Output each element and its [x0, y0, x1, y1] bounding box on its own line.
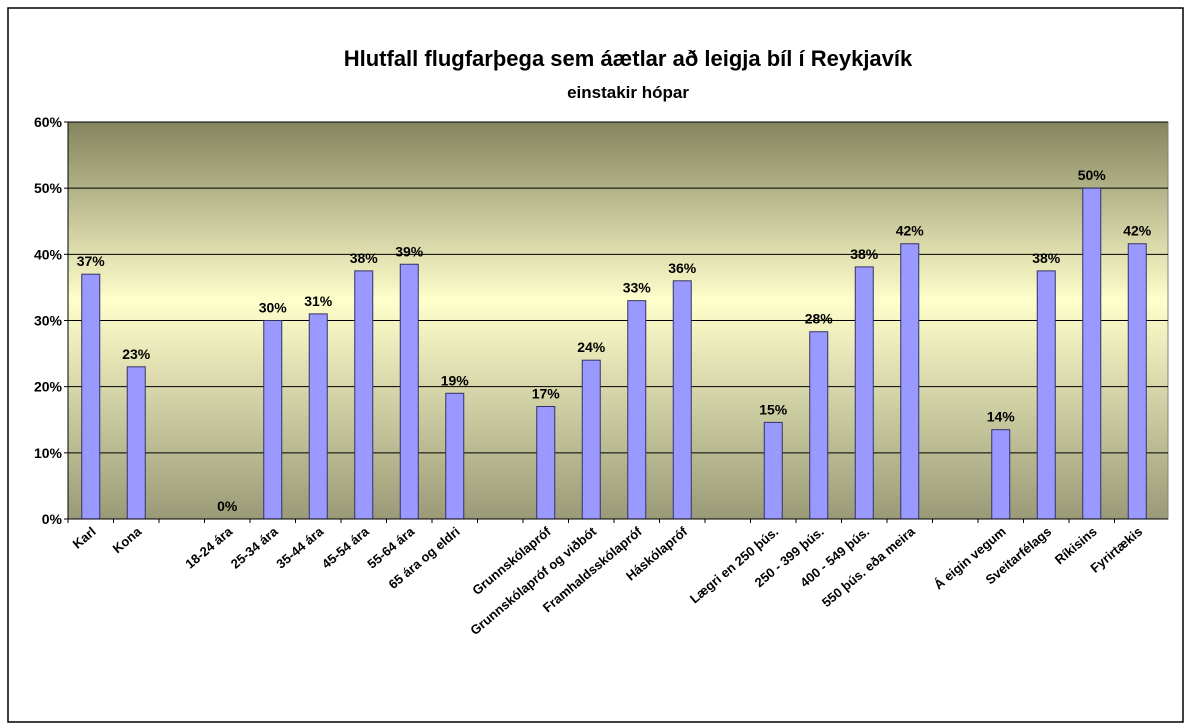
bar: [536, 406, 556, 520]
bar: [991, 429, 1011, 520]
value-label: 33%: [623, 280, 652, 296]
value-label: 37%: [77, 253, 106, 269]
value-label: 24%: [577, 339, 606, 355]
y-tick-label: 20%: [34, 379, 63, 395]
value-label: 38%: [350, 250, 379, 266]
value-label: 42%: [896, 223, 925, 239]
value-label: 23%: [122, 346, 151, 362]
value-label: 36%: [668, 260, 697, 276]
value-label: 28%: [805, 311, 834, 327]
value-label: 50%: [1078, 167, 1107, 183]
chart-subtitle: einstakir hópar: [567, 83, 689, 102]
bar: [627, 300, 647, 520]
bar: [308, 313, 328, 520]
value-label: 38%: [850, 246, 879, 262]
value-label: 0%: [217, 498, 238, 514]
bar: [354, 270, 374, 520]
value-label: 14%: [987, 409, 1016, 425]
value-label: 15%: [759, 401, 788, 417]
bar: [854, 266, 874, 520]
bar: [445, 392, 465, 520]
bar: [126, 366, 146, 520]
bar: [900, 243, 920, 520]
bar: [809, 331, 829, 520]
y-tick-label: 50%: [34, 180, 63, 196]
bar: [263, 320, 283, 520]
bar: [399, 263, 419, 520]
value-label: 30%: [259, 300, 288, 316]
y-tick-label: 40%: [34, 246, 63, 262]
value-label: 39%: [395, 243, 424, 259]
y-tick-label: 10%: [34, 445, 63, 461]
value-label: 31%: [304, 293, 333, 309]
bar: [1082, 187, 1102, 520]
value-label: 38%: [1032, 250, 1061, 266]
y-tick-label: 0%: [42, 511, 63, 527]
bar: [1127, 243, 1147, 520]
bar: [81, 273, 101, 520]
y-tick-label: 30%: [34, 313, 63, 329]
chart-title: Hlutfall flugfarþega sem áætlar að leigj…: [344, 46, 913, 71]
bar: [672, 280, 692, 520]
y-tick-label: 60%: [34, 114, 63, 130]
bar: [763, 421, 783, 520]
value-label: 19%: [441, 372, 470, 388]
bar: [581, 359, 601, 520]
value-label: 17%: [532, 386, 561, 402]
bar: [1036, 270, 1056, 520]
value-label: 42%: [1123, 223, 1152, 239]
